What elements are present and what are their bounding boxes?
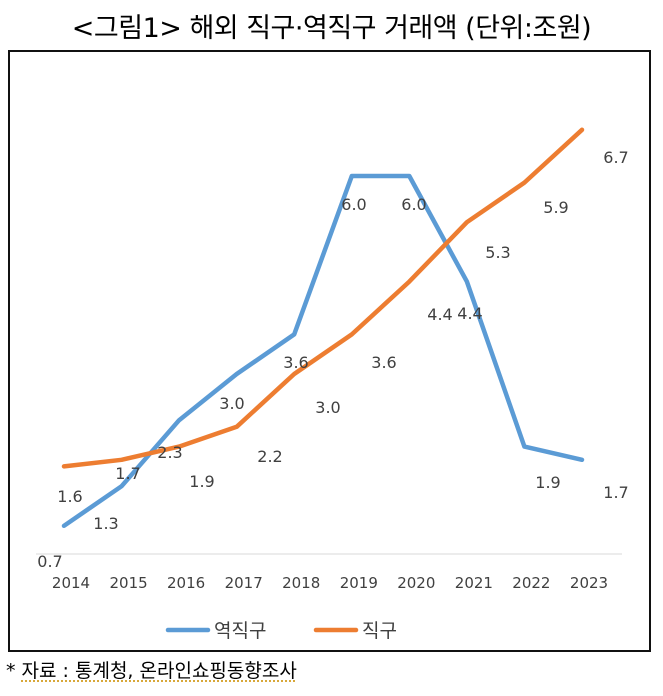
x-tick-label: 2016 <box>167 574 205 592</box>
line-chart: 0.7 1.3 2.3 3.0 3.6 6.0 6.0 4.4 1.9 1.7 1.6 1.7 1.9 2… <box>36 127 629 642</box>
data-label-series-1-6: 4.4 <box>427 305 452 324</box>
data-label-series-0-7: 4.4 <box>457 304 482 323</box>
series-line-0 <box>61 173 585 529</box>
chart-frame: 0.7 1.3 2.3 3.0 3.6 6.0 6.0 4.4 1.9 1.7 1.6 1.7 1.9 2… <box>8 50 651 652</box>
data-label-series-1-0: 1.6 <box>57 487 82 506</box>
x-tick-label: 2022 <box>512 574 550 592</box>
data-label-series-0-2: 2.3 <box>157 443 182 462</box>
data-label-series-0-0: 0.7 <box>37 552 62 571</box>
data-label-series-0-8: 1.9 <box>535 473 560 492</box>
data-label-series-1-1: 1.7 <box>115 464 140 483</box>
source-marker: * <box>6 660 16 682</box>
x-tick-label: 2015 <box>110 574 148 592</box>
data-label-series-0-4: 3.6 <box>283 353 308 372</box>
series-line-1 <box>61 127 585 469</box>
x-tick-label: 2021 <box>455 574 493 592</box>
data-label-series-1-3: 2.2 <box>257 447 282 466</box>
legend: 역직구 직구 <box>165 620 397 642</box>
source-note: * 자료 : 통계청, 온라인쇼핑동향조사 <box>6 656 297 683</box>
data-label-series-0-3: 3.0 <box>219 394 244 413</box>
x-tick-label: 2014 <box>52 574 90 592</box>
data-label-series-1-2: 1.9 <box>189 472 214 491</box>
source-text: 자료 : 통계청, 온라인쇼핑동향조사 <box>21 660 297 682</box>
data-label-series-1-5: 3.6 <box>371 353 396 372</box>
x-tick-layer: 2014 2015 2016 2017 2018 2019 2020 2021 2022 2023 <box>52 574 608 592</box>
x-tick-label: 2023 <box>570 574 608 592</box>
legend-label-0: 역직구 <box>214 620 266 642</box>
series-layer <box>61 127 585 529</box>
data-label-layer: 0.7 1.3 2.3 3.0 3.6 6.0 6.0 4.4 1.9 1.7 1.6 1.7 1.9 2… <box>37 148 628 571</box>
x-tick-label: 2019 <box>340 574 378 592</box>
data-label-series-1-8: 5.9 <box>543 198 568 217</box>
data-label-series-0-1: 1.3 <box>93 514 118 533</box>
data-label-series-1-7: 5.3 <box>485 243 510 262</box>
data-label-series-1-9: 6.7 <box>603 148 628 167</box>
legend-label-1: 직구 <box>362 620 397 642</box>
x-tick-label: 2020 <box>397 574 435 592</box>
data-label-series-0-5: 6.0 <box>341 195 366 214</box>
data-label-series-0-9: 1.7 <box>603 483 628 502</box>
x-tick-label: 2017 <box>225 574 263 592</box>
data-label-series-0-6: 6.0 <box>401 195 426 214</box>
data-label-series-1-4: 3.0 <box>315 398 340 417</box>
chart-title: <그림1> 해외 직구·역직구 거래액 (단위:조원) <box>71 13 592 44</box>
x-tick-label: 2018 <box>282 574 320 592</box>
